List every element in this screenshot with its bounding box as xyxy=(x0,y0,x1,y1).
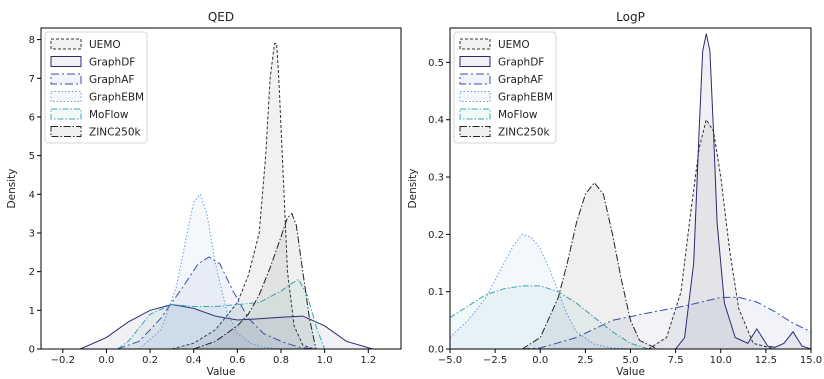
y-tick-label: 1 xyxy=(29,306,35,317)
axes-frame xyxy=(40,27,402,350)
y-tick-label: 4 xyxy=(29,190,35,201)
x-tick-label: 7.5 xyxy=(668,355,684,366)
x-tick-label: 0.0 xyxy=(99,355,115,366)
legend-label-3: GraphEBM xyxy=(89,92,144,104)
legend-box xyxy=(44,31,148,144)
x-axis-label: Value xyxy=(616,366,645,378)
y-tick-label: 0.2 xyxy=(428,230,444,241)
x-tick-label: 1.0 xyxy=(317,355,333,366)
y-tick-label: 3 xyxy=(29,228,35,239)
y-tick-label: 0.5 xyxy=(428,58,444,69)
legend-swatch-2 xyxy=(459,73,491,85)
density-line-5 xyxy=(193,212,317,349)
density-line-0 xyxy=(171,43,314,349)
y-tick-label: 7 xyxy=(29,74,35,85)
x-tick-label: 1.2 xyxy=(360,355,376,366)
density-line-5 xyxy=(521,181,658,349)
density-fill-2 xyxy=(522,297,811,349)
chart-title: LogP xyxy=(616,10,645,24)
legend-label-3: GraphEBM xyxy=(498,92,553,104)
legend-swatch-1 xyxy=(50,56,82,67)
x-tick-label: 0.8 xyxy=(273,355,289,366)
legend-label-4: MoFlow xyxy=(498,109,538,121)
density-fill-3 xyxy=(450,234,631,349)
legend: UEMO GraphDF GraphAF GraphEBM MoFlow ZINC250k xyxy=(453,31,557,144)
y-tick-label: 0.1 xyxy=(428,287,444,298)
y-tick-label: 5 xyxy=(29,151,35,162)
density-fill-3 xyxy=(139,194,281,349)
x-tick-label: 0.4 xyxy=(186,355,202,366)
legend-swatch-3 xyxy=(459,91,491,102)
density-fill-4 xyxy=(117,279,325,349)
legend-label-5: ZINC250k xyxy=(498,127,551,139)
density-line-0 xyxy=(648,118,776,349)
legend-swatch-0 xyxy=(50,38,82,50)
legend-label-1: GraphDF xyxy=(89,57,135,69)
legend-label-5: ZINC250k xyxy=(89,127,142,139)
y-axis-label: Density xyxy=(407,169,419,209)
y-axis-label: Density xyxy=(6,169,18,209)
plot-area xyxy=(450,33,811,349)
density-line-3 xyxy=(138,193,282,349)
density-line-3 xyxy=(450,233,631,349)
legend: UEMO GraphDF GraphAF GraphEBM MoFlow ZINC250k xyxy=(44,31,148,144)
x-tick-label: 10.0 xyxy=(710,355,732,366)
y-tick-label: 0.4 xyxy=(428,115,444,126)
legend-swatch-4 xyxy=(459,108,491,120)
x-tick-label: 15.0 xyxy=(800,355,822,366)
x-tick-label: −2.5 xyxy=(483,355,507,366)
y-tick-label: 8 xyxy=(29,35,35,46)
legend-label-2: GraphAF xyxy=(498,74,543,86)
legend-label-1: GraphDF xyxy=(498,57,544,69)
legend-box xyxy=(453,31,557,144)
y-tick-label: 0 xyxy=(29,345,35,356)
y-tick-label: 2 xyxy=(29,267,35,278)
legend-swatch-2 xyxy=(50,73,82,85)
density-fill-5 xyxy=(522,182,658,349)
y-tick-label: 0.0 xyxy=(428,345,444,356)
density-line-1 xyxy=(675,33,811,349)
density-fill-1 xyxy=(80,304,373,349)
density-line-1 xyxy=(80,303,373,349)
legend-swatch-5 xyxy=(459,126,491,137)
x-tick-label: 0.2 xyxy=(142,355,158,366)
density-line-2 xyxy=(522,296,811,349)
x-tick-label: 0.0 xyxy=(532,355,548,366)
legend-swatch-4 xyxy=(50,108,82,120)
x-tick-label: −5.0 xyxy=(438,355,462,366)
legend-label-4: MoFlow xyxy=(89,109,129,121)
legend-swatch-5 xyxy=(50,126,82,137)
legend-label-0: UEMO xyxy=(498,39,530,51)
density-fill-0 xyxy=(171,43,314,349)
legend-swatch-1 xyxy=(459,56,491,67)
x-tick-label: 0.6 xyxy=(229,355,245,366)
plot-area xyxy=(80,43,373,349)
density-line-4 xyxy=(450,285,649,349)
x-tick-label: 2.5 xyxy=(577,355,593,366)
y-tick-label: 0.3 xyxy=(428,173,444,184)
density-fill-2 xyxy=(117,257,314,349)
chart-panel-1: −5.0 −2.5 0.0 2.5 5.0 7.5 10.0 12.5 15.0 0.0 0.1 0.… xyxy=(407,10,822,378)
x-tick-label: −0.2 xyxy=(51,355,75,366)
density-fill-1 xyxy=(675,33,811,349)
legend-swatch-0 xyxy=(459,38,491,50)
x-tick-label: 5.0 xyxy=(623,355,639,366)
legend-label-0: UEMO xyxy=(89,39,121,51)
x-axis-label: Value xyxy=(207,366,236,378)
density-fill-5 xyxy=(193,213,316,349)
density-fill-0 xyxy=(648,119,775,349)
legend-label-2: GraphAF xyxy=(89,74,134,86)
y-tick-label: 6 xyxy=(29,112,35,123)
chart-title: QED xyxy=(208,10,234,24)
density-line-2 xyxy=(117,256,314,349)
x-tick-label: 12.5 xyxy=(755,355,777,366)
legend-swatch-3 xyxy=(50,91,82,102)
chart-panel-0: −0.2 0.0 0.2 0.4 0.6 0.8 1.0 1.2 0 1 2 3 4 5 6 7 8 QED Val… xyxy=(6,10,402,378)
